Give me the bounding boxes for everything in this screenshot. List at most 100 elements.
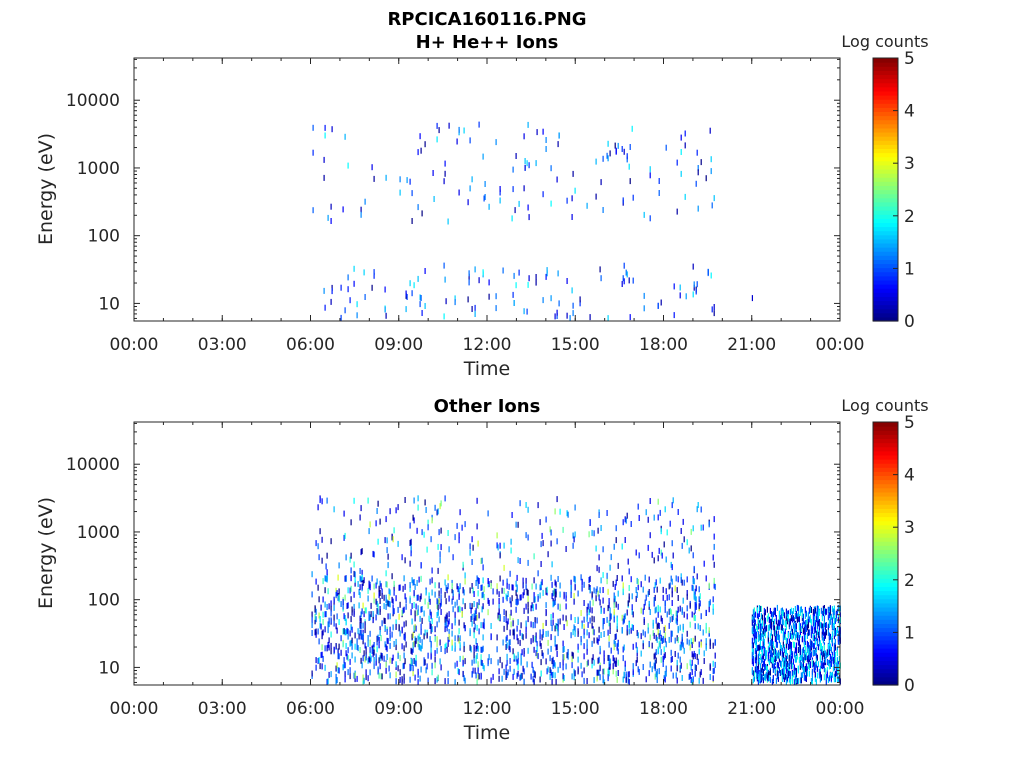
heatmap-cell xyxy=(473,657,475,664)
heatmap-cell xyxy=(512,584,514,591)
heatmap-cell xyxy=(606,510,608,516)
heatmap-cell xyxy=(476,679,478,686)
heatmap-cell xyxy=(693,284,695,291)
heatmap-cell xyxy=(562,526,564,533)
heatmap-cell xyxy=(702,524,704,531)
heatmap-cell xyxy=(444,648,446,655)
heatmap-cell xyxy=(692,263,694,270)
heatmap-cell xyxy=(448,633,450,640)
heatmap-cell xyxy=(571,651,573,658)
heatmap-cell xyxy=(402,607,404,614)
heatmap-cell xyxy=(796,634,798,641)
heatmap-cell xyxy=(640,633,642,640)
heatmap-cell xyxy=(661,638,663,644)
heatmap-cell xyxy=(476,523,478,530)
heatmap-cell xyxy=(416,527,418,534)
heatmap-cell xyxy=(405,620,407,627)
heatmap-cell xyxy=(688,547,690,554)
heatmap-cell xyxy=(389,642,391,649)
heatmap-cell xyxy=(593,637,595,644)
heatmap-cell xyxy=(471,536,473,543)
colorbar-segment xyxy=(873,99,898,104)
heatmap-cell xyxy=(327,214,329,221)
heatmap-cell xyxy=(768,671,770,678)
heatmap-cell xyxy=(369,669,371,676)
heatmap-cell xyxy=(828,675,830,682)
heatmap-cell xyxy=(495,305,497,312)
heatmap-cell xyxy=(781,624,783,631)
heatmap-cell xyxy=(554,594,556,601)
heatmap-cell xyxy=(581,578,583,585)
colorbar-segment xyxy=(873,152,898,158)
heatmap-cell xyxy=(567,649,569,655)
heatmap-cell xyxy=(607,668,609,675)
heatmap-cell xyxy=(602,587,604,593)
heatmap-cell xyxy=(778,610,780,617)
heatmap-cell xyxy=(571,662,573,669)
heatmap-cell xyxy=(324,304,326,311)
heatmap-cell xyxy=(709,674,711,680)
heatmap-cell xyxy=(829,605,831,612)
heatmap-cell xyxy=(770,656,772,663)
heatmap-cell xyxy=(409,560,411,567)
heatmap-cell xyxy=(417,594,419,601)
heatmap-cell xyxy=(335,587,337,594)
heatmap-cell xyxy=(477,645,479,652)
heatmap-cell xyxy=(436,136,438,143)
heatmap-cell xyxy=(481,584,483,591)
heatmap-cell xyxy=(816,623,818,630)
heatmap-cell xyxy=(322,629,324,636)
heatmap-cell xyxy=(825,674,827,681)
heatmap-cell xyxy=(805,619,807,626)
heatmap-cell xyxy=(695,596,697,603)
heatmap-cell xyxy=(360,657,362,664)
heatmap-cell xyxy=(636,591,638,598)
heatmap-cell xyxy=(507,618,509,625)
heatmap-cell xyxy=(691,611,693,618)
heatmap-cell xyxy=(821,646,823,653)
heatmap-cell xyxy=(530,673,532,680)
heatmap-cell xyxy=(589,600,591,607)
heatmap-cell xyxy=(753,634,755,641)
heatmap-cell xyxy=(550,295,552,302)
heatmap-cell xyxy=(617,603,619,610)
heatmap-cell xyxy=(782,673,784,680)
heatmap-cell xyxy=(785,620,787,627)
heatmap-cell xyxy=(411,658,413,665)
colorbar-segment xyxy=(873,586,898,592)
heatmap-cell xyxy=(385,312,387,319)
heatmap-cell xyxy=(402,585,404,592)
heatmap-cell xyxy=(361,583,363,590)
heatmap-cell xyxy=(614,595,616,602)
colorbar-segment xyxy=(873,230,898,236)
heatmap-cell xyxy=(800,672,802,679)
heatmap-cell xyxy=(623,644,625,651)
heatmap-cell xyxy=(626,271,628,278)
heatmap-cell xyxy=(583,653,585,660)
heatmap-cell xyxy=(459,642,461,649)
colorbar-segment xyxy=(873,218,898,223)
heatmap-cell xyxy=(333,596,335,603)
heatmap-cell xyxy=(385,667,387,674)
heatmap-cell xyxy=(583,677,585,684)
heatmap-cell xyxy=(767,646,769,653)
heatmap-cell xyxy=(833,625,835,632)
heatmap-cell xyxy=(410,547,412,554)
heatmap-cell xyxy=(787,668,789,675)
heatmap-cell xyxy=(790,607,792,614)
heatmap-cell xyxy=(431,669,433,676)
heatmap-cell xyxy=(342,664,344,671)
heatmap-cell xyxy=(505,644,507,650)
heatmap-cell xyxy=(557,630,559,637)
heatmap-cell xyxy=(499,552,501,559)
heatmap-cell xyxy=(665,144,667,151)
heatmap-cell xyxy=(798,640,800,647)
heatmap-cell xyxy=(663,541,665,548)
heatmap-cell xyxy=(562,614,564,621)
heatmap-cell xyxy=(587,659,589,666)
heatmap-cell xyxy=(336,590,338,597)
heatmap-cell xyxy=(762,653,764,660)
heatmap-cell xyxy=(380,673,382,680)
heatmap-cell xyxy=(505,593,507,600)
